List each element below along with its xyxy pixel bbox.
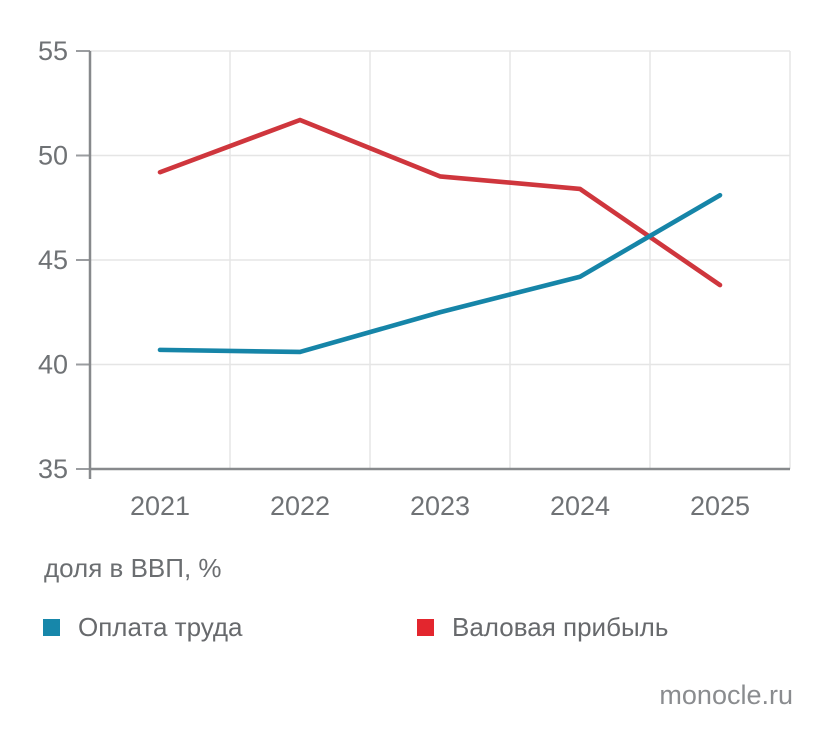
x-tick-label: 2023 [410,491,470,521]
y-tick-label: 50 [38,141,68,171]
legend-label-labor: Оплата труда [78,612,243,642]
series-line-0 [157,192,723,355]
legend-swatch-gross-profit-icon [417,618,434,636]
y-tick-label: 40 [38,350,68,380]
legend-swatch-labor-icon [43,618,60,636]
x-tick-label: 2025 [690,491,750,521]
line-chart: 35 40 45 50 55 2021 2022 2023 2024 2025 [38,36,791,521]
series-line-1 [157,117,723,288]
y-tick-label: 55 [38,36,68,66]
source-watermark: monocle.ru [659,680,793,710]
y-tick-label: 35 [38,454,68,484]
y-tick-label: 45 [38,245,68,275]
x-tick-label: 2024 [550,491,610,521]
x-tick-label: 2022 [270,491,330,521]
chart-caption: доля в ВВП, % [44,553,222,583]
chart-legend: Оплата труда Валовая прибыль [0,614,833,640]
legend-label-gross-profit: Валовая прибыль [452,612,669,642]
legend-item-gross-profit: Валовая прибыль [417,614,668,640]
x-tick-label: 2021 [130,491,190,521]
legend-item-labor: Оплата труда [43,614,243,640]
